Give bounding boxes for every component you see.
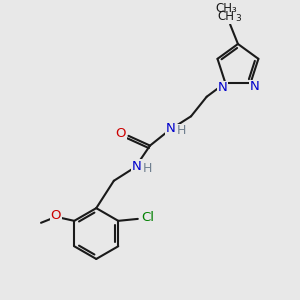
Text: N: N <box>218 81 227 94</box>
Text: 3: 3 <box>235 14 241 23</box>
Text: CH₃: CH₃ <box>215 2 237 15</box>
Text: O: O <box>116 128 126 140</box>
Text: CH: CH <box>218 10 235 23</box>
Text: Cl: Cl <box>141 212 154 224</box>
Text: N: N <box>131 160 141 172</box>
Text: O: O <box>50 209 61 223</box>
Text: H: H <box>177 124 186 137</box>
Text: N: N <box>166 122 176 136</box>
Text: H: H <box>142 162 152 175</box>
Text: N: N <box>250 80 260 93</box>
